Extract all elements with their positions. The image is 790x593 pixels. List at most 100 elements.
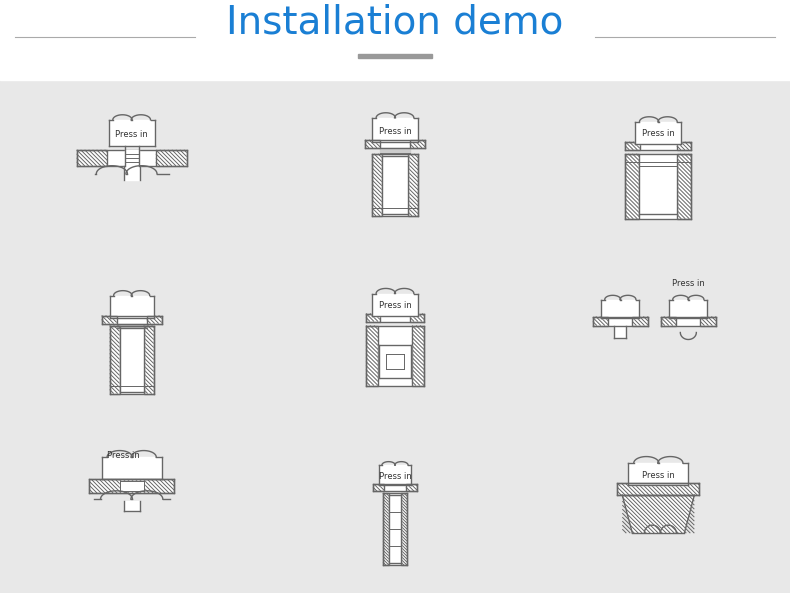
Bar xyxy=(89,479,174,493)
Bar xyxy=(77,150,107,166)
Bar xyxy=(77,150,107,166)
Bar xyxy=(0,78,790,593)
Bar xyxy=(408,154,418,216)
Bar xyxy=(383,493,407,565)
Bar xyxy=(124,501,140,511)
Bar xyxy=(677,154,691,219)
Bar xyxy=(372,154,382,216)
Bar xyxy=(102,315,162,324)
Bar xyxy=(382,156,408,214)
Bar xyxy=(617,483,699,495)
Bar xyxy=(592,317,648,326)
Bar xyxy=(412,326,424,385)
Bar xyxy=(147,315,162,324)
Bar xyxy=(0,0,790,80)
Bar xyxy=(660,317,716,326)
Text: Press in: Press in xyxy=(642,471,675,480)
Bar xyxy=(156,150,186,166)
Text: Press in: Press in xyxy=(378,126,412,136)
Bar xyxy=(406,484,417,491)
Bar xyxy=(383,493,389,565)
Bar xyxy=(626,142,640,150)
Bar xyxy=(379,345,411,378)
Bar xyxy=(626,142,640,150)
Bar xyxy=(615,326,626,337)
Bar xyxy=(701,317,716,326)
Bar xyxy=(372,118,418,142)
Bar xyxy=(102,457,162,479)
Bar xyxy=(633,317,648,326)
Bar xyxy=(635,122,681,144)
Bar xyxy=(119,481,144,491)
Bar xyxy=(144,326,154,394)
Text: Press in: Press in xyxy=(642,129,675,138)
Bar xyxy=(366,314,380,321)
Bar xyxy=(358,54,432,58)
Bar xyxy=(626,154,639,219)
Bar xyxy=(410,140,425,148)
Bar xyxy=(125,150,139,166)
Bar xyxy=(102,315,117,324)
Bar xyxy=(626,154,691,219)
Bar xyxy=(626,154,639,219)
Bar xyxy=(156,150,186,166)
Bar xyxy=(701,317,716,326)
Bar xyxy=(379,465,411,485)
Bar xyxy=(401,493,407,565)
Bar xyxy=(373,484,384,491)
Bar xyxy=(617,483,699,495)
Bar xyxy=(628,463,688,485)
Bar xyxy=(389,495,401,563)
Bar xyxy=(110,326,154,394)
Bar xyxy=(366,326,378,385)
Bar xyxy=(89,479,174,493)
Bar xyxy=(626,142,691,150)
Bar xyxy=(406,484,417,491)
Bar xyxy=(410,140,425,148)
Bar xyxy=(102,315,117,324)
Text: Installation demo: Installation demo xyxy=(226,4,564,42)
Bar xyxy=(383,493,389,565)
Bar xyxy=(601,299,639,317)
Bar xyxy=(366,326,378,385)
Bar xyxy=(77,150,186,166)
Bar xyxy=(89,479,174,493)
Text: Press in: Press in xyxy=(107,451,140,460)
Bar xyxy=(366,314,380,321)
Bar xyxy=(639,159,677,214)
Bar xyxy=(677,154,691,219)
Bar xyxy=(110,326,119,394)
Bar xyxy=(109,120,155,146)
Bar xyxy=(365,140,380,148)
Bar xyxy=(373,484,384,491)
Bar xyxy=(592,317,608,326)
Bar xyxy=(110,326,119,394)
Bar xyxy=(677,142,691,150)
Bar xyxy=(677,142,691,150)
Bar xyxy=(147,315,162,324)
Bar xyxy=(365,140,425,148)
Bar xyxy=(380,148,410,153)
Bar xyxy=(660,317,676,326)
Bar xyxy=(617,483,699,495)
Bar xyxy=(408,154,418,216)
Bar xyxy=(144,326,154,394)
Bar xyxy=(592,317,608,326)
Polygon shape xyxy=(623,495,694,533)
Bar xyxy=(124,166,140,180)
Bar xyxy=(410,314,424,321)
Bar xyxy=(366,314,424,321)
Bar xyxy=(669,299,707,317)
Text: Press in: Press in xyxy=(115,130,148,139)
Bar xyxy=(365,140,380,148)
Bar xyxy=(372,294,418,315)
Bar xyxy=(373,484,417,491)
Bar xyxy=(412,326,424,385)
Bar xyxy=(366,326,424,385)
Text: Press in: Press in xyxy=(672,279,705,288)
Text: Press in: Press in xyxy=(378,301,412,310)
Bar xyxy=(110,295,154,317)
Bar xyxy=(372,154,382,216)
Bar xyxy=(401,493,407,565)
Bar xyxy=(372,154,418,216)
